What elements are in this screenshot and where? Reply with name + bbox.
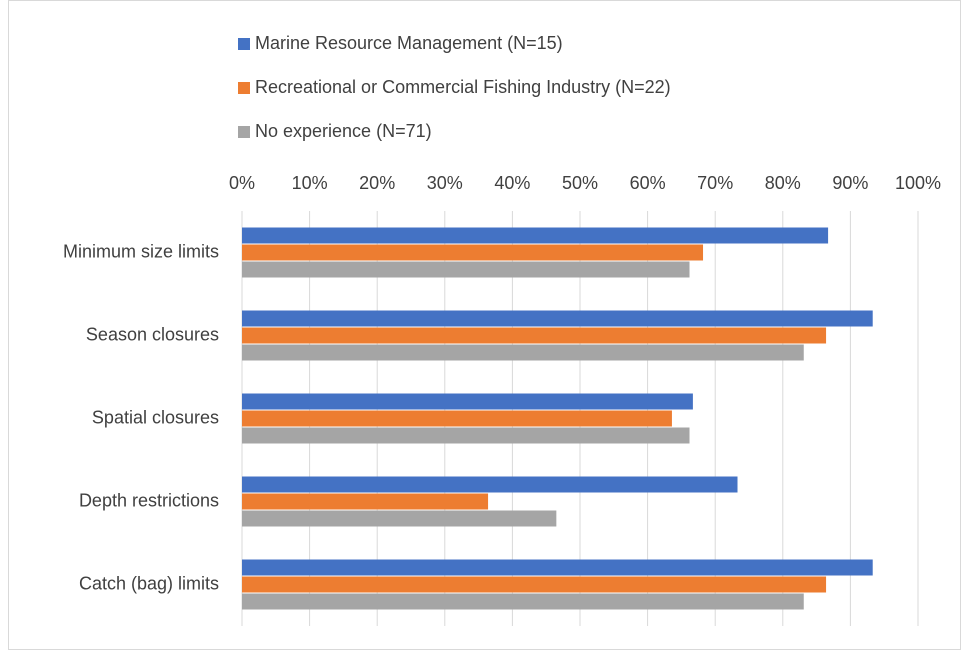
legend-label: Marine Resource Management (N=15) — [255, 33, 563, 53]
legend-label: No experience (N=71) — [255, 121, 432, 141]
y-tick-label: Catch (bag) limits — [79, 573, 219, 593]
x-tick-label: 30% — [427, 173, 463, 193]
bar — [242, 261, 690, 278]
y-tick-label: Season closures — [86, 324, 219, 344]
legend-swatch — [238, 82, 250, 94]
x-tick-label: 100% — [895, 173, 941, 193]
x-tick-label: 0% — [229, 173, 255, 193]
x-tick-label: 40% — [494, 173, 530, 193]
bar — [242, 410, 672, 427]
x-tick-label: 50% — [562, 173, 598, 193]
y-tick-label: Minimum size limits — [63, 241, 219, 261]
x-tick-label: 10% — [292, 173, 328, 193]
legend-label: Recreational or Commercial Fishing Indus… — [255, 77, 671, 97]
bar — [242, 576, 827, 593]
bar — [242, 393, 693, 410]
legend-swatch — [238, 126, 250, 138]
y-tick-label: Depth restrictions — [79, 490, 219, 510]
bar — [242, 427, 690, 444]
bar — [242, 344, 804, 361]
x-tick-label: 20% — [359, 173, 395, 193]
chart-border — [8, 0, 961, 650]
y-tick-label: Spatial closures — [92, 407, 219, 427]
bar — [242, 559, 873, 576]
bar — [242, 310, 873, 327]
bar — [242, 593, 804, 610]
x-tick-label: 70% — [697, 173, 733, 193]
x-tick-label: 90% — [832, 173, 868, 193]
x-tick-label: 80% — [765, 173, 801, 193]
bar — [242, 244, 704, 261]
bar — [242, 493, 489, 510]
bar — [242, 510, 557, 527]
bar — [242, 227, 829, 244]
x-tick-label: 60% — [630, 173, 666, 193]
bar — [242, 327, 827, 344]
legend-swatch — [238, 38, 250, 50]
bar — [242, 476, 738, 493]
